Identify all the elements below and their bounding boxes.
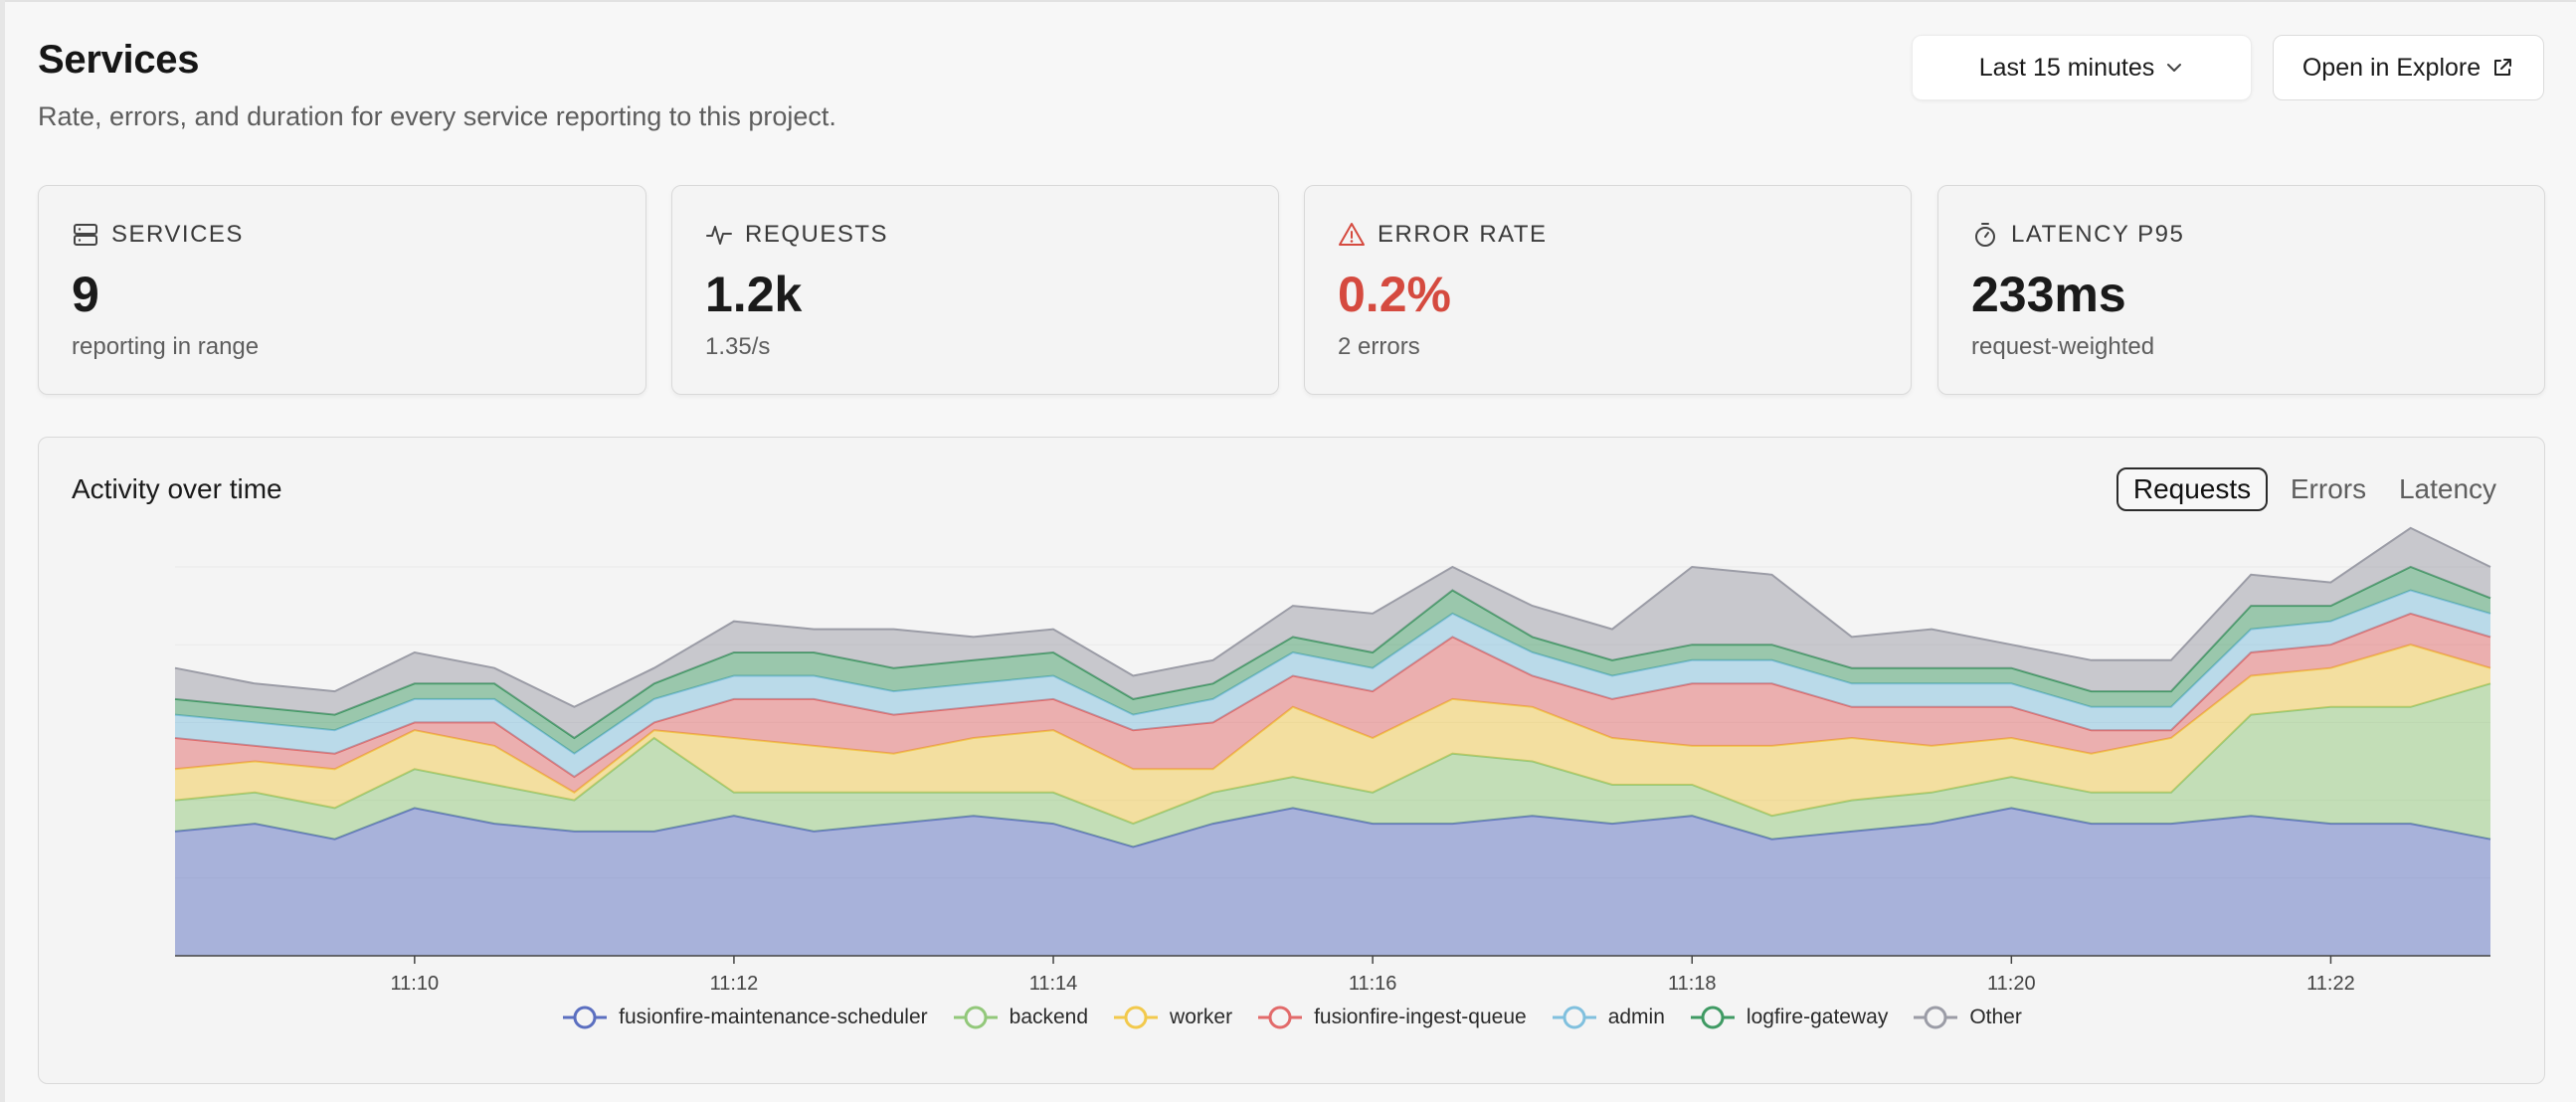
legend-label: fusionfire-maintenance-scheduler — [619, 1006, 928, 1028]
stat-card-latency: LATENCY P95 233ms request-weighted — [1937, 185, 2545, 395]
legend-label: fusionfire-ingest-queue — [1314, 1006, 1527, 1028]
x-tick-label: 11:10 — [391, 973, 440, 995]
tab-errors[interactable]: Errors — [2290, 473, 2367, 504]
chart-legend: fusionfire-maintenance-scheduler backend w… — [39, 1005, 2546, 1030]
stat-card-label-row: REQUESTS — [705, 221, 888, 249]
series-area-fusionfire-maintenance-scheduler — [175, 808, 2490, 956]
series-line-Other — [174, 526, 2491, 708]
activity-panel: Activity over time Requests Errors Laten… — [38, 437, 2545, 1084]
chevron-down-icon — [2167, 64, 2182, 72]
time-range-label: Last 15 minutes — [1978, 53, 2155, 82]
stat-value-requests: 1.2k — [705, 267, 803, 322]
legend-marker-icon — [1552, 1006, 1596, 1029]
page-title: Services — [38, 38, 200, 82]
legend-marker-icon — [1690, 1006, 1735, 1029]
stat-card-label-row: ERROR RATE — [1338, 221, 1548, 249]
series-area-backend — [175, 683, 2490, 847]
x-tick-label: 11:22 — [2306, 973, 2355, 995]
open-in-explore-button[interactable]: Open in Explore — [2273, 35, 2544, 100]
legend-label: Other — [1969, 1006, 2022, 1028]
stat-sub-error-rate: 2 errors — [1338, 333, 1420, 360]
stat-value-latency: 233ms — [1971, 267, 2126, 322]
legend-marker-icon — [1114, 1006, 1159, 1029]
stat-sub-latency: request-weighted — [1971, 333, 2155, 360]
stat-label-services: SERVICES — [111, 221, 244, 248]
legend-item-backend[interactable]: backend — [953, 1005, 1089, 1030]
legend-item-fusionfire-maintenance-scheduler[interactable]: fusionfire-maintenance-scheduler — [563, 1005, 928, 1030]
window-top-border — [0, 0, 2576, 2]
legend-marker-icon — [1914, 1006, 1958, 1029]
window-left-border — [0, 0, 5, 1102]
x-tick-label: 11:16 — [1349, 973, 1397, 995]
legend-item-fusionfire-ingest-queue[interactable]: fusionfire-ingest-queue — [1258, 1005, 1527, 1030]
x-tick-label: 11:12 — [710, 973, 759, 995]
stopwatch-icon — [1975, 223, 1995, 247]
stat-value-services: 9 — [72, 267, 99, 322]
stat-card-label-row: LATENCY P95 — [1971, 221, 2184, 249]
stat-card-requests: REQUESTS 1.2k 1.35/s — [671, 185, 1279, 395]
tab-latency[interactable]: Latency — [2398, 473, 2497, 504]
legend-label: logfire-gateway — [1746, 1006, 1889, 1028]
series-area-worker — [175, 644, 2490, 825]
legend-label: worker — [1170, 1006, 1233, 1028]
legend-item-Other[interactable]: Other — [1914, 1005, 2022, 1030]
time-range-dropdown[interactable]: Last 15 minutes — [1912, 35, 2252, 100]
warning-icon — [1339, 223, 1365, 246]
stat-card-error-rate: ERROR RATE 0.2% 2 errors — [1304, 185, 1912, 395]
page-subtitle: Rate, errors, and duration for every ser… — [38, 101, 836, 131]
legend-label: admin — [1607, 1006, 1665, 1028]
stat-card-label-row: SERVICES — [72, 221, 244, 249]
panel-title: Activity over time — [72, 473, 282, 504]
x-tick-label: 11:20 — [1987, 973, 2036, 995]
legend-marker-icon — [953, 1006, 998, 1029]
legend-label: backend — [1009, 1006, 1089, 1028]
open-in-explore-label: Open in Explore — [2301, 53, 2482, 82]
stat-label-requests: REQUESTS — [745, 221, 889, 248]
stat-sub-requests: 1.35/s — [705, 333, 771, 360]
legend-marker-icon — [563, 1006, 608, 1029]
legend-item-worker[interactable]: worker — [1114, 1005, 1232, 1030]
series-area-Other — [175, 527, 2490, 738]
stat-label-error-rate: ERROR RATE — [1378, 221, 1548, 248]
server-icon — [74, 224, 97, 246]
stat-label-latency: LATENCY P95 — [2011, 221, 2185, 248]
activity-icon — [706, 226, 732, 245]
external-link-icon — [2494, 59, 2512, 76]
stat-value-error-rate: 0.2% — [1338, 267, 1451, 322]
stat-card-services: SERVICES 9 reporting in range — [38, 185, 646, 395]
series-area-admin — [175, 590, 2490, 778]
legend-item-logfire-gateway[interactable]: logfire-gateway — [1690, 1005, 1889, 1030]
legend-item-admin[interactable]: admin — [1552, 1005, 1665, 1030]
x-tick-label: 11:14 — [1029, 973, 1078, 995]
activity-chart: 11:10 11:12 11:14 11:16 11:18 11:20 11:22 — [174, 526, 2491, 995]
tab-requests[interactable]: Requests — [2116, 467, 2268, 511]
series-area-fusionfire-ingest-queue — [175, 613, 2490, 793]
legend-marker-icon — [1258, 1006, 1303, 1029]
x-tick-label: 11:18 — [1668, 973, 1717, 995]
stat-sub-services: reporting in range — [72, 333, 260, 360]
